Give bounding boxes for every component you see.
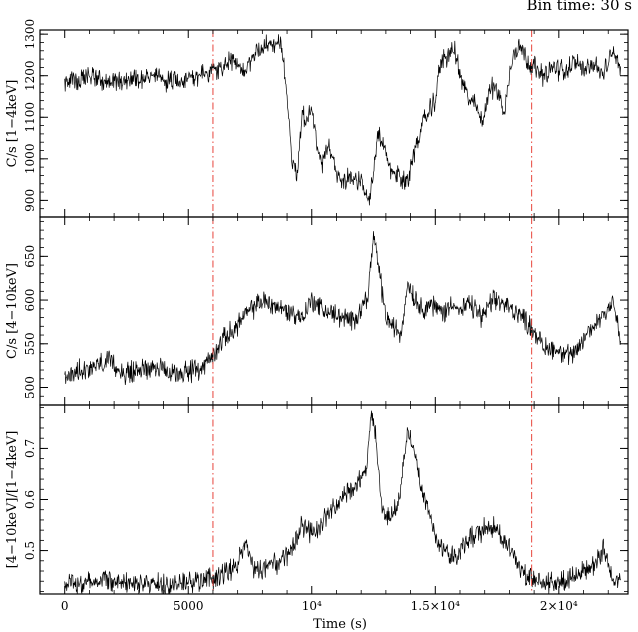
y-tick-label: 0.6 — [23, 490, 37, 509]
y-tick-label: 0.7 — [23, 439, 37, 458]
y-tick-label: 1100 — [23, 102, 37, 133]
light-curve-2 — [64, 231, 621, 386]
x-tick-label: 10⁴ — [302, 599, 322, 613]
bin-time-label: Bin time: 30 s — [526, 0, 632, 14]
x-tick-label: 5000 — [173, 599, 204, 613]
panel-frame — [39, 29, 629, 218]
x-tick-label: 0 — [61, 599, 69, 613]
light-curve-1 — [64, 34, 621, 206]
y-tick-label: 500 — [23, 376, 37, 399]
panel-frame — [39, 404, 629, 595]
y-tick-label: 550 — [23, 332, 37, 355]
y-tick-label: 1000 — [23, 144, 37, 175]
y-tick-label: 900 — [23, 189, 37, 212]
x-tick-label: 2×10⁴ — [540, 599, 578, 613]
y-tick-label: 1200 — [23, 60, 37, 91]
y-tick-label: 650 — [23, 245, 37, 268]
y-axis-label: C/s [4−10keV] — [5, 263, 20, 359]
x-axis-label: Time (s) — [313, 617, 367, 632]
y-axis-label: C/s [1−4keV] — [5, 80, 20, 168]
y-tick-label: 600 — [23, 289, 37, 312]
light-curve-3 — [64, 410, 621, 595]
panel-3: 0.5 0.6 0.7[4−10keV]/[1−4keV] 0 5000 10⁴ 1.5×1… — [5, 404, 629, 613]
y-tick-label: 0.5 — [23, 541, 37, 560]
y-axis-label: [4−10keV]/[1−4keV] — [5, 431, 20, 569]
x-tick-label: 1.5×10⁴ — [411, 599, 460, 613]
y-tick-label: 1300 — [23, 19, 37, 50]
panel-1: 900 1000 1100 1200 1300 C/s [1−4keV] — [5, 19, 629, 218]
